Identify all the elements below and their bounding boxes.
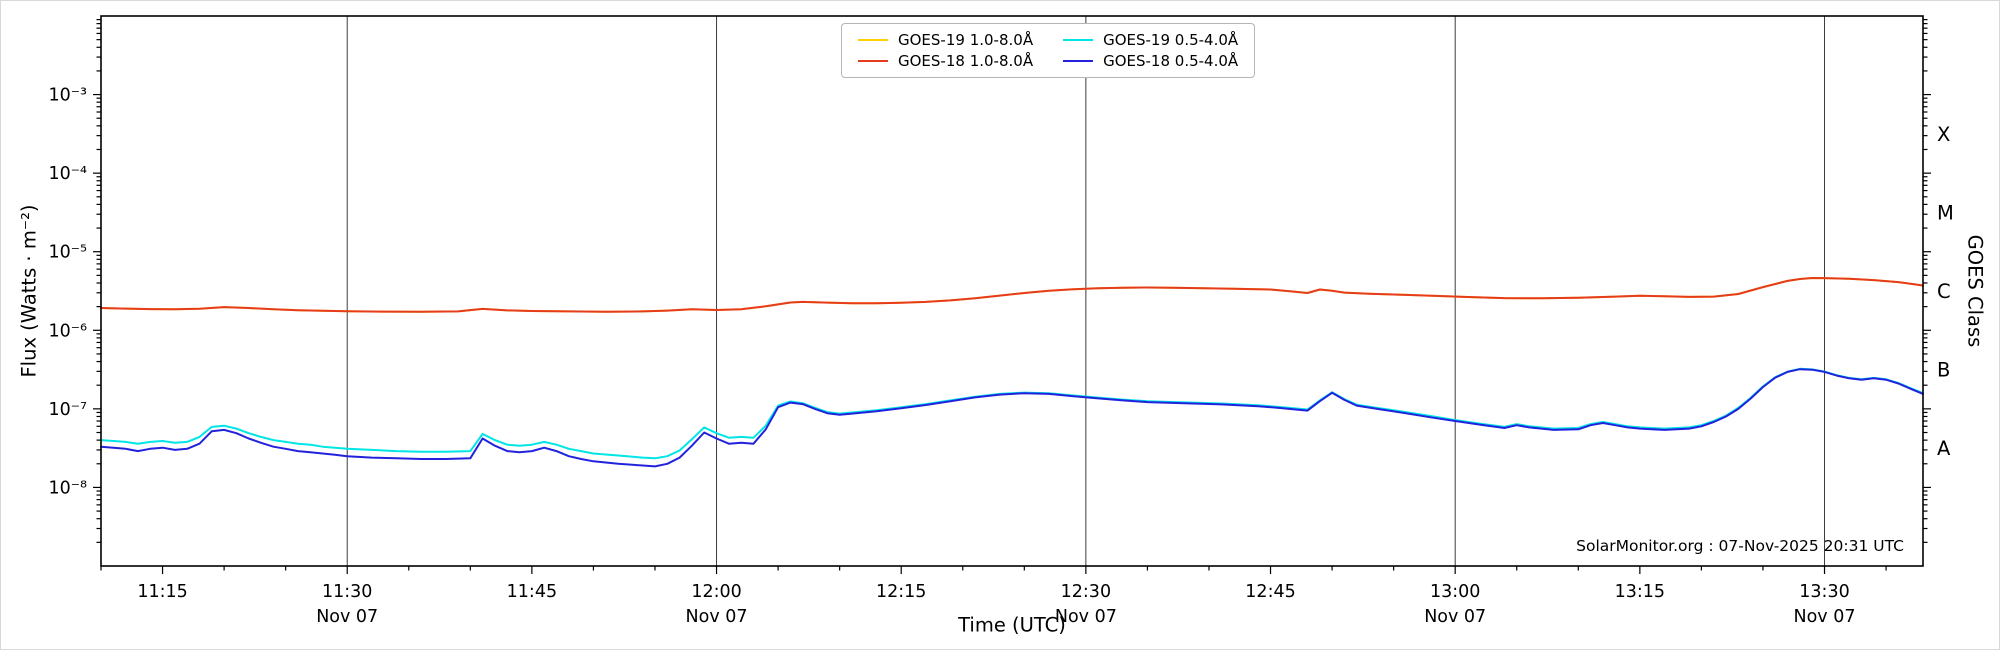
x-tick-label: 13:00 (1430, 582, 1480, 602)
legend-entry-goes18-long: GOES-18 1.0-8.0Å (858, 52, 1033, 70)
legend-entry-goes18-short: GOES-18 0.5-4.0Å (1063, 52, 1238, 70)
legend-label: GOES-18 1.0-8.0Å (898, 52, 1034, 70)
x-tick-label: 12:45 (1245, 582, 1295, 602)
legend-label: GOES-19 0.5-4.0Å (1103, 31, 1239, 49)
y-tick-label: 10⁻⁸ (48, 478, 87, 498)
legend-line-swatch-cyan (1063, 39, 1094, 41)
right-axis-title: GOES Class (1963, 234, 1987, 348)
x-tick-label: 12:30 (1061, 582, 1111, 602)
y-axis-title: Flux (Watts · m⁻²) (17, 204, 41, 378)
y-tick-label: 10⁻⁴ (48, 164, 87, 184)
y-tick-label: 10⁻⁶ (48, 321, 87, 341)
x-tick-label: 12:15 (876, 582, 926, 602)
series-group (100, 277, 1924, 468)
plot-frame (100, 15, 1924, 567)
legend-label: GOES-19 1.0-8.0Å (898, 31, 1034, 49)
gridlines (346, 16, 1826, 566)
x-tick-label: 13:15 (1615, 582, 1665, 602)
legend: GOES-19 1.0-8.0Å GOES-19 0.5-4.0Å GOES-1… (841, 23, 1256, 78)
y-tick-label: 10⁻⁷ (48, 400, 87, 420)
axis-tick-labels: 11:15 11:30 Nov 07 11:45 12:00 Nov 07 12:15 12:… (48, 86, 1953, 627)
legend-line-swatch-yellow (858, 39, 888, 41)
goes-class-label-M: M (1937, 201, 1954, 224)
x-tick-label: 13:30 (1799, 582, 1849, 602)
goes-class-label-A: A (1937, 437, 1951, 460)
goes-class-label-B: B (1937, 359, 1950, 382)
goes-class-label-C: C (1937, 280, 1951, 303)
legend-label: GOES-18 0.5-4.0Å (1103, 52, 1239, 70)
x-tick-label: 11:30 (322, 582, 372, 602)
legend-entry-goes19-short: GOES-19 0.5-4.0Å (1063, 31, 1238, 49)
axis-ticks (93, 18, 1931, 574)
legend-line-swatch-red (858, 60, 888, 62)
y-tick-label: 10⁻⁵ (48, 243, 87, 263)
x-date-label: Nov 07 (686, 607, 748, 627)
series-line-GOES-18-1.0-8.0- (100, 277, 1924, 313)
x-tick-label: 12:00 (691, 582, 741, 602)
series-line-GOES-18-0.5-4.0- (100, 368, 1924, 468)
x-date-label: Nov 07 (316, 607, 378, 627)
x-date-label: Nov 07 (1794, 607, 1856, 627)
x-axis-title: Time (UTC) (958, 613, 1066, 637)
watermark-text: SolarMonitor.org : 07-Nov-2025 20:31 UTC (1576, 537, 1904, 555)
x-tick-label: 11:45 (507, 582, 557, 602)
goes-class-label-X: X (1937, 123, 1950, 146)
x-tick-label: 11:15 (137, 582, 187, 602)
legend-entry-goes19-long: GOES-19 1.0-8.0Å (858, 31, 1033, 49)
series-line-GOES-19-0.5-4.0- (100, 367, 1924, 460)
y-tick-label: 10⁻³ (48, 86, 87, 106)
x-date-label: Nov 07 (1055, 607, 1117, 627)
x-date-label: Nov 07 (1424, 607, 1486, 627)
legend-line-swatch-blue (1063, 60, 1094, 62)
